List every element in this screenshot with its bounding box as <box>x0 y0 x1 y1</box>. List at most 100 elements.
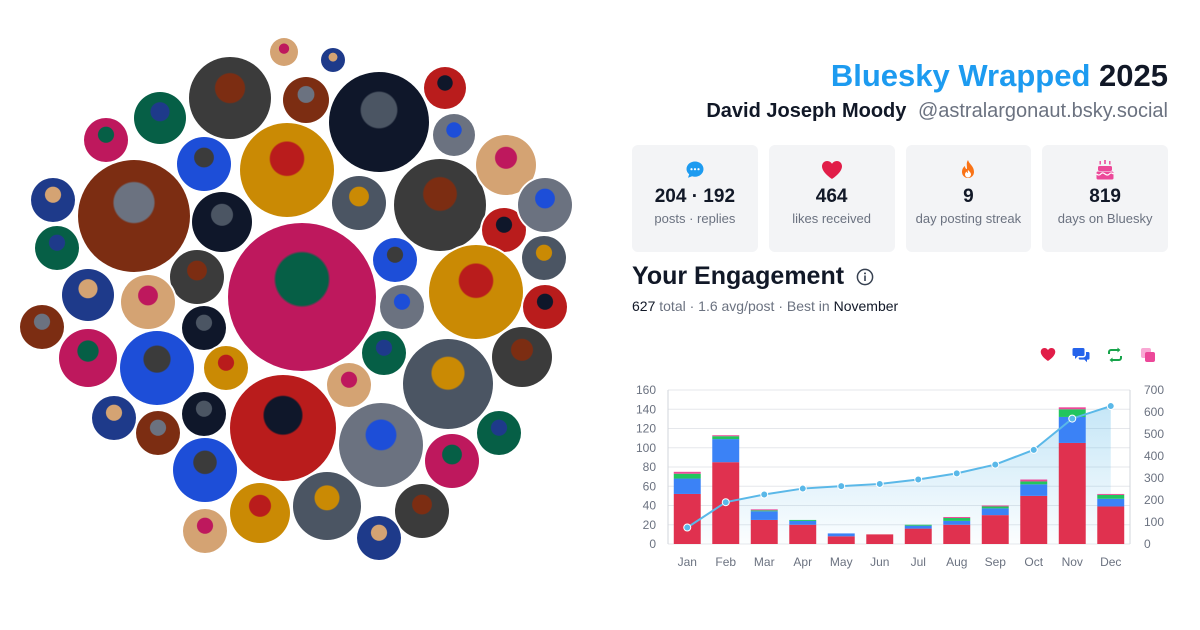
avatar[interactable] <box>492 327 552 387</box>
avatar[interactable] <box>522 236 566 280</box>
repost-icon[interactable] <box>1106 347 1124 363</box>
avatar[interactable] <box>204 346 248 390</box>
avatar[interactable] <box>424 67 466 109</box>
bar-segment-4 <box>1097 493 1125 495</box>
bar-segment-1 <box>1020 495 1048 544</box>
separator: · <box>689 298 695 314</box>
avatar[interactable] <box>433 114 475 156</box>
avatar[interactable] <box>240 123 334 217</box>
avatar[interactable] <box>192 192 252 252</box>
avatar[interactable] <box>177 137 231 191</box>
bar-segment-2 <box>712 439 740 463</box>
y-tick-label-left: 120 <box>636 422 656 436</box>
stat-label: days on Bluesky <box>1057 211 1153 226</box>
avatar[interactable] <box>120 331 194 405</box>
y-tick-label-left: 80 <box>643 460 657 474</box>
avatar[interactable] <box>230 483 290 543</box>
bar-segment-1 <box>904 528 932 544</box>
x-tick-label: Aug <box>946 555 967 569</box>
avatar[interactable] <box>84 118 128 162</box>
separator: · <box>778 298 784 314</box>
engagement-chart: 0 20 40 60 80 100 120 140 160 0 100 200 300 400 500 600… <box>636 383 1164 569</box>
avatar[interactable] <box>92 396 136 440</box>
y-tick-label-left: 60 <box>643 479 657 493</box>
cumulative-point <box>1106 402 1115 411</box>
avatar[interactable] <box>173 438 237 502</box>
info-icon[interactable] <box>856 268 874 286</box>
bar-segment-4 <box>673 471 701 474</box>
bar-segment-3 <box>1097 494 1125 499</box>
stat-label: day posting streak <box>915 211 1022 226</box>
bar-segment-4 <box>712 435 740 437</box>
cumulative-point <box>914 475 923 484</box>
avatar[interactable] <box>183 509 227 553</box>
x-tick-label: May <box>830 555 853 569</box>
bar-segment-1 <box>866 534 894 544</box>
bar-segment-2 <box>981 508 1009 516</box>
avatar[interactable] <box>170 250 224 304</box>
y-tick-label-right: 600 <box>1144 405 1164 419</box>
avatar[interactable] <box>339 403 423 487</box>
avatar[interactable] <box>523 285 567 329</box>
avatar[interactable] <box>62 269 114 321</box>
avatar[interactable] <box>429 245 523 339</box>
engagement-summary: 627 total · 1.6 avg/post · Best in Novem… <box>632 298 898 314</box>
handle-link[interactable]: @astralargonaut.bsky.social <box>917 100 1168 122</box>
avatar[interactable] <box>228 223 376 371</box>
avatar[interactable] <box>20 305 64 349</box>
avatar[interactable] <box>189 57 271 139</box>
bar-segment-1 <box>750 519 778 544</box>
stat-card-streak: 9 day posting streak <box>905 145 1032 252</box>
x-tick-label: Jul <box>911 555 926 569</box>
bar-segment-2 <box>1020 484 1048 496</box>
bar-segment-3 <box>673 473 701 479</box>
avatar[interactable] <box>394 159 486 251</box>
avatar[interactable] <box>182 392 226 436</box>
avatar[interactable] <box>425 434 479 488</box>
avatar[interactable] <box>518 178 572 232</box>
avatar[interactable] <box>395 484 449 538</box>
bar-segment-2 <box>673 478 701 494</box>
cumulative-point <box>683 523 692 532</box>
avatar[interactable] <box>482 208 526 252</box>
y-tick-label-right: 500 <box>1144 427 1164 441</box>
bar-segment-1 <box>673 493 701 544</box>
avatar[interactable] <box>121 275 175 329</box>
bar-segment-1 <box>981 515 1009 544</box>
bar-segment-4 <box>1058 407 1086 410</box>
bar-segment-1 <box>789 524 817 544</box>
avatar[interactable] <box>327 363 371 407</box>
avatar[interactable] <box>362 331 406 375</box>
avatar[interactable] <box>182 306 226 350</box>
avatar[interactable] <box>230 375 336 481</box>
x-tick-label: Apr <box>793 555 812 569</box>
avatar[interactable] <box>477 411 521 455</box>
avatar[interactable] <box>270 38 298 66</box>
stat-label: posts · replies <box>654 211 736 226</box>
avatar[interactable] <box>373 238 417 282</box>
stats-row: 204 · 192 posts · replies 464 likes rece… <box>632 145 1168 252</box>
x-tick-label: Dec <box>1100 555 1121 569</box>
avatar[interactable] <box>329 72 429 172</box>
avatar[interactable] <box>59 329 117 387</box>
avatar[interactable] <box>357 516 401 560</box>
avatar[interactable] <box>321 48 345 72</box>
avatar[interactable] <box>403 339 493 429</box>
heart-icon[interactable] <box>1040 347 1056 362</box>
avatar[interactable] <box>35 226 79 270</box>
avatar[interactable] <box>31 178 75 222</box>
reply-icon[interactable] <box>1072 347 1090 363</box>
avatar[interactable] <box>78 160 190 272</box>
stat-value: 819 <box>1089 186 1121 207</box>
avatar[interactable] <box>136 411 180 455</box>
bar-segment-2 <box>827 533 855 537</box>
year-label: 2025 <box>1099 58 1168 93</box>
avatar[interactable] <box>283 77 329 123</box>
cumulative-point <box>991 460 1000 469</box>
avatar[interactable] <box>380 285 424 329</box>
avatar[interactable] <box>332 176 386 230</box>
quote-icon[interactable] <box>1140 347 1156 363</box>
avatar[interactable] <box>134 92 186 144</box>
bar-segment-3 <box>943 518 971 521</box>
avatar[interactable] <box>293 472 361 540</box>
